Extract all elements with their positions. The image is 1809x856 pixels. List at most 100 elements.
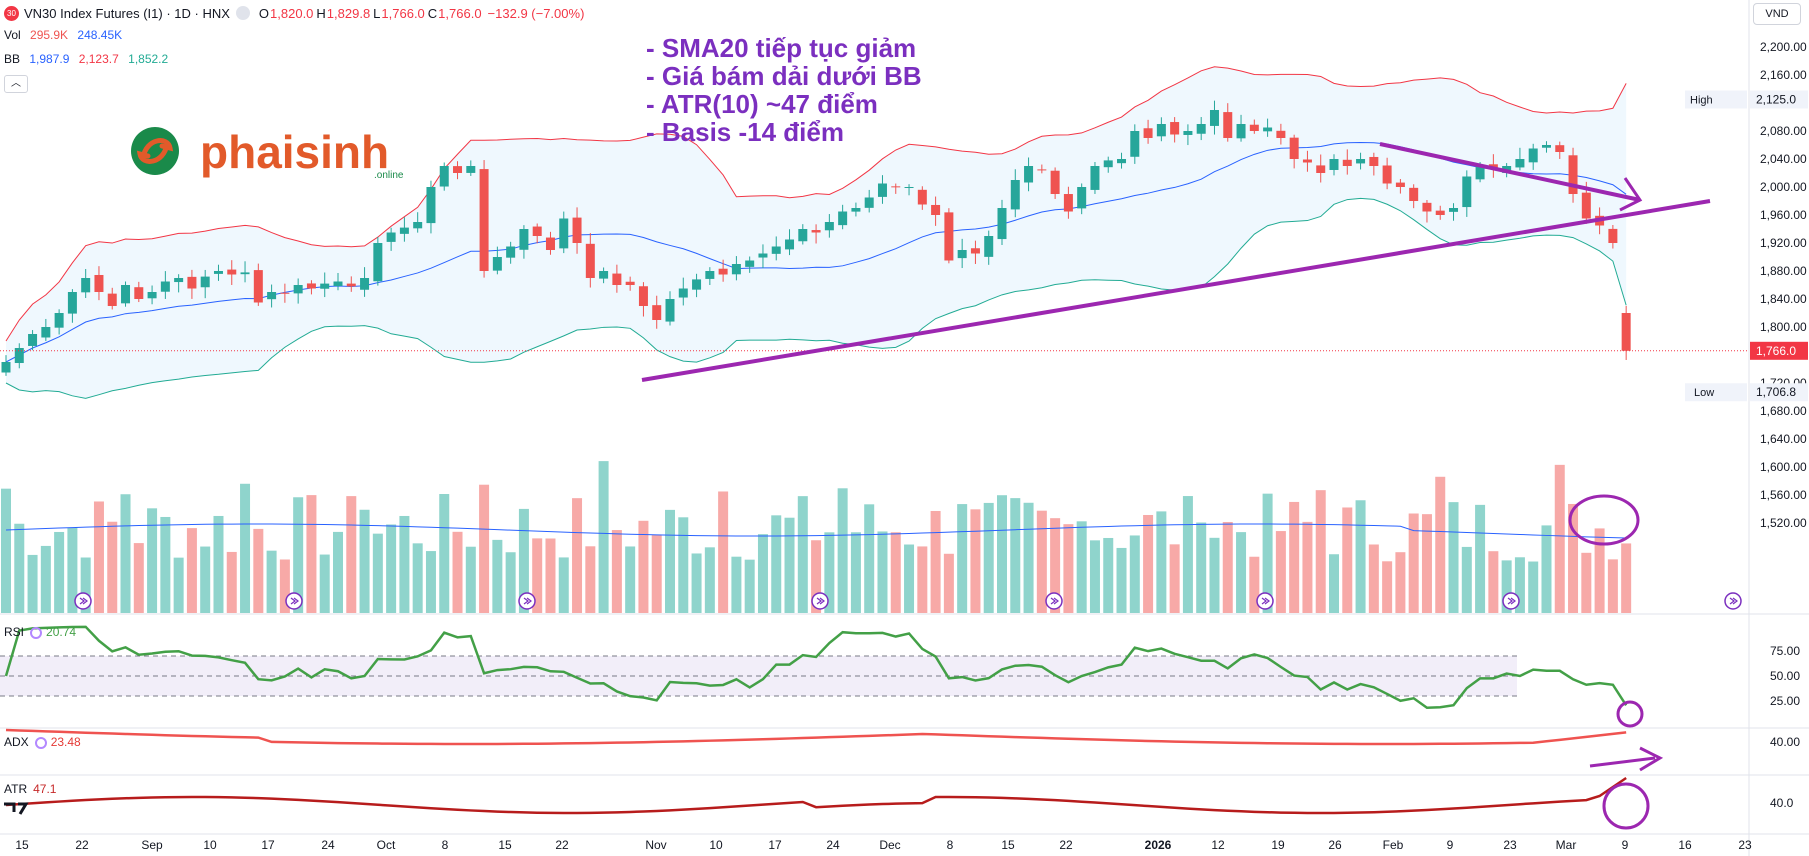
candle-body (1010, 180, 1020, 210)
volume-bar (200, 546, 211, 613)
candle-body (1024, 166, 1034, 183)
atr-line (5, 776, 1627, 815)
candle-body (851, 208, 861, 212)
time-tick-label: 9 (1447, 838, 1454, 852)
note-line: - Giá bám dải dưới BB (646, 61, 922, 91)
ohlc-high-value: 1,829.8 (326, 5, 371, 21)
candle-body (1196, 124, 1206, 134)
volume-bar (1621, 543, 1632, 613)
volume-bar (1262, 493, 1273, 613)
candle-body (147, 292, 157, 299)
candle-body (1037, 169, 1047, 171)
volume-bar (1448, 502, 1459, 613)
volume-bar (1488, 551, 1499, 613)
bb-lower-line (5, 197, 1627, 399)
volume-bar (1607, 559, 1618, 613)
volume-legend[interactable]: Vol 295.9K 248.45K (4, 28, 128, 42)
volume-bar (1076, 521, 1087, 613)
volume-bar (518, 508, 529, 613)
volume-bar (133, 543, 144, 613)
candle-body (1130, 131, 1140, 157)
adx-legend[interactable]: ADX 23.48 (4, 735, 81, 749)
collapse-legend-button[interactable]: ︿ (4, 75, 28, 93)
volume-bar (532, 538, 543, 613)
low-label: Low (1694, 387, 1714, 399)
volume-ma-line (5, 523, 1627, 539)
price-tick-label: 1,880.00 (1760, 264, 1807, 278)
atr-circle (1602, 782, 1650, 830)
candle-body (1621, 313, 1631, 351)
annotation-notes: - SMA20 tiếp tục giảm - Giá bám dải dưới… (646, 34, 922, 146)
ohlc-low-key: L (373, 5, 381, 21)
candle-body (745, 260, 755, 267)
chevron-up-icon: ︿ (11, 78, 21, 89)
candle-body (267, 292, 277, 300)
atr-label: ATR (4, 782, 28, 796)
volume-bar (1036, 510, 1047, 613)
candle-body (1462, 176, 1472, 208)
candle-body (466, 166, 476, 173)
candle-body (54, 313, 64, 328)
price-tick-label: 2,080.00 (1760, 124, 1807, 138)
volume-bar (439, 494, 450, 613)
rsi-legend[interactable]: RSI 20.74 (4, 625, 76, 639)
volume-bar (465, 546, 476, 613)
candle-body (1541, 145, 1551, 148)
candle-body (1103, 160, 1113, 168)
volume-value: 295.9K (30, 28, 69, 42)
bb-legend[interactable]: BB 1,987.9 2,123.7 1,852.2 (4, 52, 174, 66)
low-badge (1685, 383, 1747, 402)
price-tick-label: 1,840.00 (1760, 292, 1807, 306)
candle-body (160, 281, 170, 292)
time-tick-label: Oct (377, 838, 396, 852)
volume-bar (1568, 503, 1579, 613)
candle-body (1568, 155, 1578, 194)
symbol-title[interactable]: VN30 Index Futures (I1) · 1D · HNX (24, 5, 230, 21)
logo-subtext: .online (374, 170, 404, 181)
ohlc-low-value: 1,766.0 (381, 5, 425, 21)
high-value-badge (1750, 90, 1808, 109)
volume-bar (120, 494, 131, 613)
candle-body (970, 248, 980, 254)
note-line: - ATR(10) ~47 điểm (646, 89, 878, 119)
atr-legend[interactable]: ATR 47.1 (4, 782, 56, 796)
volume-bar (1541, 525, 1552, 613)
volume-bar (1023, 502, 1034, 613)
time-tick-label: 8 (947, 838, 954, 852)
candle-body (479, 169, 489, 271)
volume-bar (1222, 521, 1233, 613)
volume-bar (744, 559, 755, 613)
volume-bar (1408, 513, 1419, 613)
high-value: 2,125.0 (1756, 93, 1796, 107)
candle-body (931, 204, 941, 215)
candle-body (944, 212, 954, 261)
candle-body (692, 279, 702, 290)
volume-ma-value: 248.45K (77, 28, 123, 42)
candle-body (107, 293, 117, 306)
candle-body (638, 286, 648, 306)
time-tick-label: 16 (1678, 838, 1692, 852)
symbol-logo-icon: 30 (4, 5, 19, 21)
volume-bar (14, 523, 25, 613)
candle-body (134, 287, 144, 299)
volume-bar (399, 515, 410, 613)
event-marker-icon (1729, 597, 1738, 605)
candle-body (1117, 159, 1127, 164)
volume-bar (1089, 540, 1100, 613)
volume-bar (598, 461, 609, 613)
volume-bar (372, 533, 383, 613)
candle-body (599, 271, 609, 279)
candle-body (1, 362, 11, 373)
candle-body (280, 292, 290, 294)
volume-bar (1169, 544, 1180, 613)
time-tick-label: 22 (75, 838, 89, 852)
candle-body (1515, 159, 1525, 168)
time-tick-label: Mar (1556, 838, 1577, 852)
price-tick-label: 2,200.00 (1760, 40, 1807, 54)
candle-body (1276, 130, 1286, 138)
currency-button[interactable]: VND (1753, 3, 1801, 25)
candle-body (612, 273, 622, 285)
time-tick-label: Dec (879, 838, 900, 852)
candle-body (1409, 187, 1419, 201)
